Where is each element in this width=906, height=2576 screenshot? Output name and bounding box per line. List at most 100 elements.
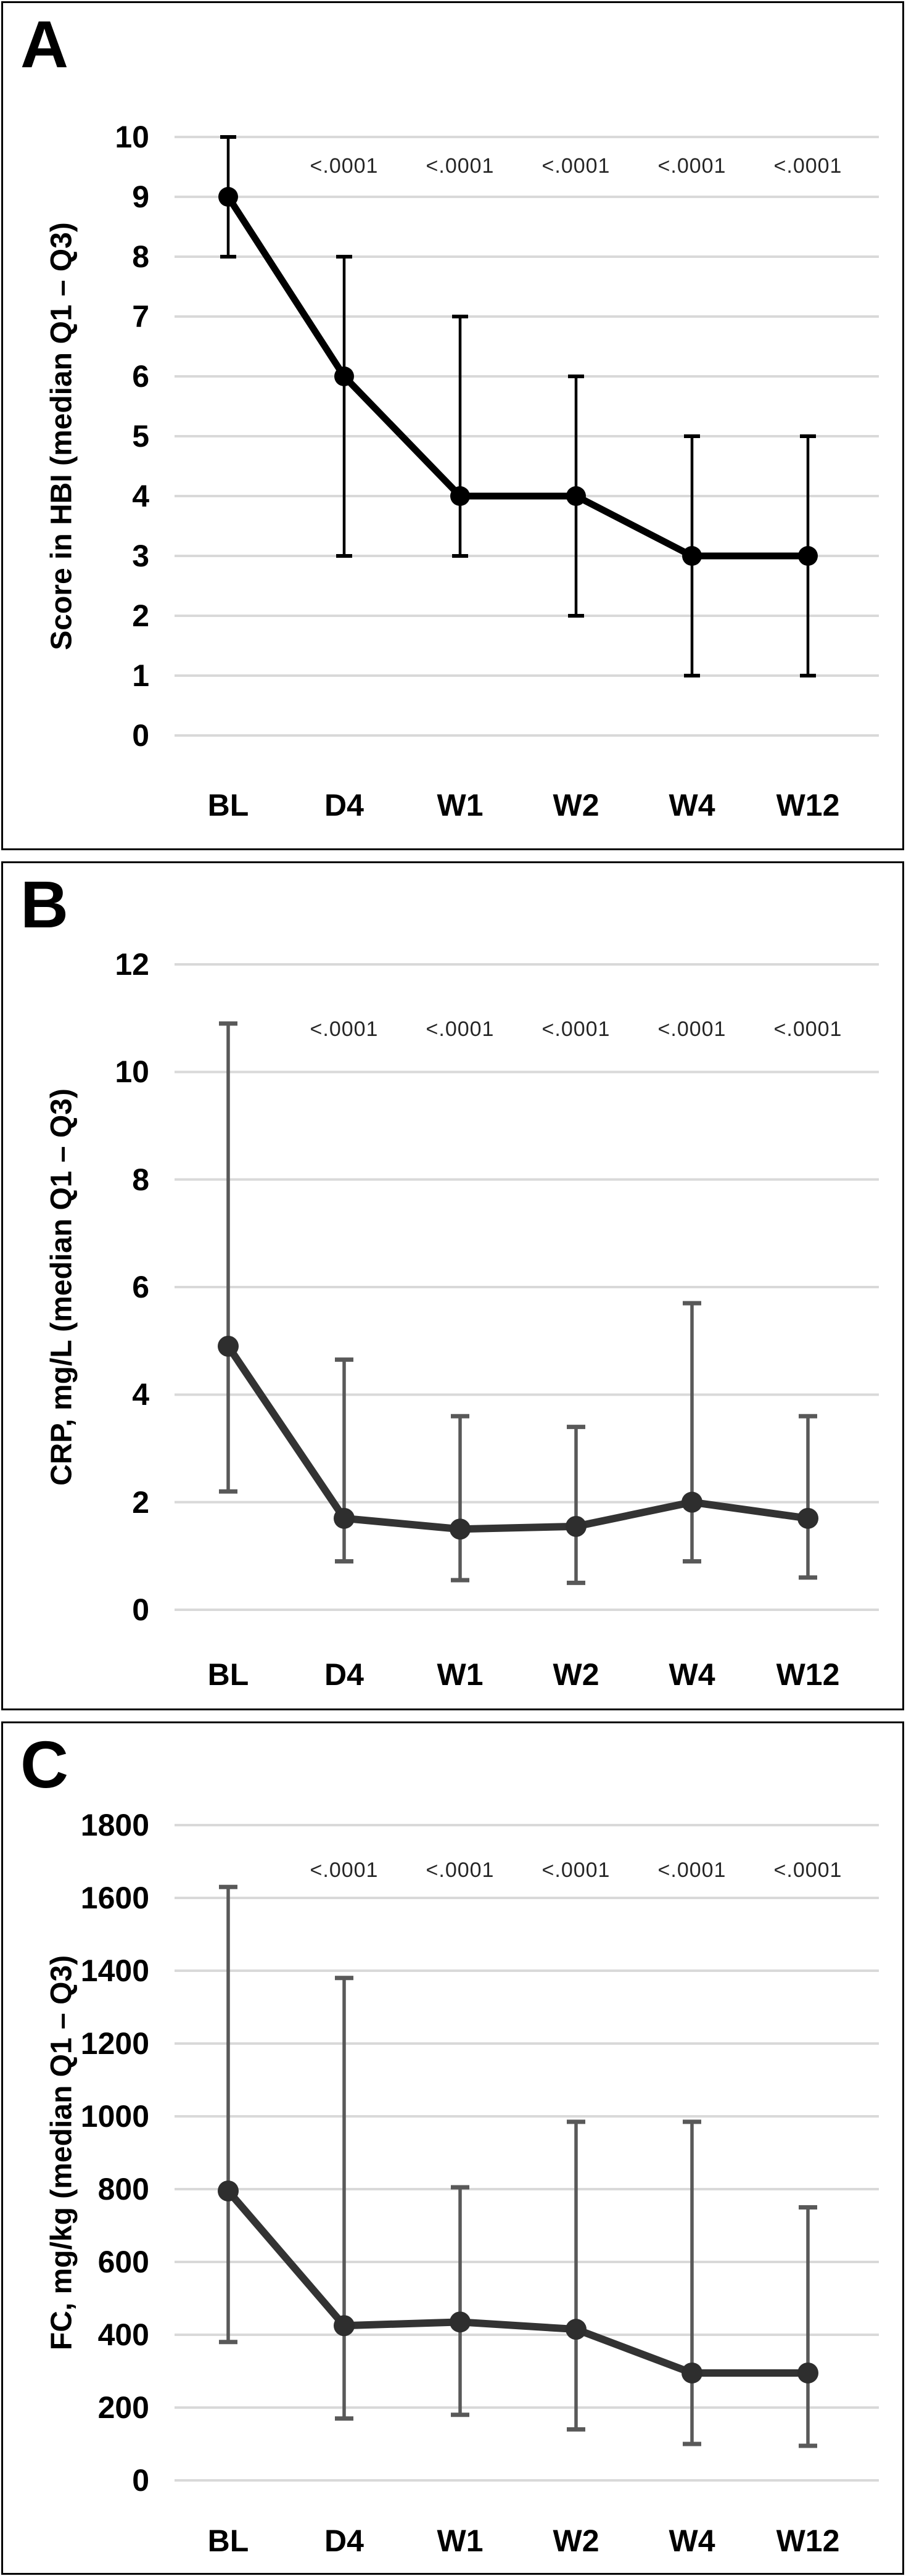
y-tick-label: 1: [132, 658, 149, 693]
p-value-label: <.0001: [426, 154, 495, 178]
x-axis-label: W2: [553, 788, 599, 822]
error-bar: [335, 1357, 353, 1564]
y-tick-label: 8: [132, 1162, 149, 1197]
data-point-marker: [566, 1515, 587, 1537]
x-axis-label: W4: [669, 1657, 715, 1692]
data-point-marker: [682, 1491, 702, 1513]
x-axis-label: W12: [776, 788, 840, 822]
error-bar: [799, 1414, 817, 1580]
panel-letter-b: B: [20, 867, 68, 942]
y-tick-label: 0: [132, 1592, 149, 1627]
data-point-marker: [566, 486, 586, 506]
panel-letter-a: A: [20, 7, 68, 81]
y-tick-label: 12: [115, 947, 149, 982]
p-value-label: <.0001: [426, 1017, 495, 1041]
x-axis-label: W4: [669, 2524, 715, 2558]
y-tick-label: 6: [132, 1270, 149, 1304]
p-value-label: <.0001: [657, 1017, 727, 1041]
y-tick-label: 1400: [80, 1953, 149, 1988]
y-tick-label: 2: [132, 598, 149, 633]
data-point-marker: [450, 1518, 471, 1540]
x-axis-label: BL: [207, 1657, 249, 1692]
p-value-label: <.0001: [773, 1858, 842, 1882]
y-tick-label: 1600: [80, 1881, 149, 1915]
error-bar: [567, 2119, 585, 2432]
error-bar: [219, 1021, 237, 1494]
data-point-marker: [334, 367, 354, 386]
data-point-marker: [682, 546, 702, 566]
chart-canvas: [175, 963, 879, 1611]
p-value-label: <.0001: [542, 1858, 611, 1882]
y-tick-label: 0: [132, 2463, 149, 2498]
x-axis-label: W1: [437, 1657, 484, 1692]
data-point-marker: [218, 187, 238, 207]
data-point-marker: [797, 1507, 818, 1529]
x-axis-label: W12: [776, 2524, 840, 2558]
y-tick-label: 0: [132, 718, 149, 753]
chart-canvas: [175, 1824, 879, 2482]
median-line: [224, 2187, 812, 2377]
x-axis-label: D4: [324, 788, 364, 822]
x-axis-label: D4: [324, 2524, 364, 2558]
error-bar: [219, 1884, 237, 2345]
error-bar: [683, 1301, 701, 1564]
data-point-marker: [450, 486, 470, 506]
p-value-label: <.0001: [310, 1017, 379, 1041]
error-bar: [451, 1414, 469, 1583]
data-point-marker: [218, 2180, 239, 2201]
x-axis-label: W2: [553, 1657, 599, 1692]
data-point-marker: [797, 2362, 818, 2383]
p-value-label: <.0001: [310, 154, 379, 178]
p-value-label: <.0001: [773, 154, 842, 178]
error-bar: [336, 255, 352, 558]
x-axis-label: W12: [776, 1657, 840, 1692]
x-axis-label: W1: [437, 788, 484, 822]
p-value-label: <.0001: [657, 1858, 727, 1882]
data-point-marker: [218, 1335, 239, 1357]
y-tick-label: 5: [132, 419, 149, 453]
y-tick-label: 7: [132, 299, 149, 334]
panel-c: C FC, mg/kg (median Q1 – Q3) 0 200 400 600 8…: [1, 1721, 904, 2575]
x-axis-label: W2: [553, 2524, 599, 2558]
panel-letter-c: C: [20, 1727, 68, 1802]
panel-b: B CRP, mg/L (median Q1 – Q3) 0 2 4 6 8 10 12 BL…: [1, 861, 904, 1710]
y-tick-label: 3: [132, 539, 149, 573]
data-point-marker: [566, 2319, 587, 2340]
error-bar: [452, 315, 468, 558]
y-tick-label: 1800: [80, 1808, 149, 1842]
median-line: [224, 193, 812, 560]
error-bar: [451, 2185, 469, 2417]
p-value-label: <.0001: [542, 154, 611, 178]
data-point-marker: [334, 1507, 355, 1529]
y-tick-label: 4: [132, 1377, 149, 1412]
x-axis-label: BL: [207, 788, 249, 822]
y-tick-label: 9: [132, 180, 149, 214]
median-line: [224, 1342, 812, 1533]
y-tick-label: 400: [97, 2317, 149, 2352]
y-tick-label: 6: [132, 359, 149, 394]
data-point-marker: [450, 2311, 471, 2333]
y-tick-label: 600: [97, 2245, 149, 2279]
p-value-label: <.0001: [310, 1858, 379, 1882]
p-value-label: <.0001: [773, 1017, 842, 1041]
error-bar: [799, 2205, 817, 2448]
p-value-label: <.0001: [657, 154, 727, 178]
y-tick-label: 10: [115, 1054, 149, 1090]
x-axis-label: D4: [324, 1657, 364, 1692]
error-bar: [683, 2119, 701, 2446]
y-tick-label: 8: [132, 239, 149, 274]
y-tick-label: 1200: [80, 2026, 149, 2061]
error-bar: [335, 1976, 353, 2421]
y-tick-label: 4: [132, 479, 149, 513]
y-tick-label: 2: [132, 1485, 149, 1520]
y-tick-label: 200: [97, 2390, 149, 2425]
p-value-label: <.0001: [426, 1858, 495, 1882]
chart-canvas: [175, 135, 879, 737]
y-tick-label: 10: [115, 120, 149, 154]
data-point-marker: [682, 2362, 702, 2383]
x-axis-label: W1: [437, 2524, 484, 2558]
y-tick-label: 800: [97, 2172, 149, 2206]
data-point-marker: [334, 2315, 355, 2337]
